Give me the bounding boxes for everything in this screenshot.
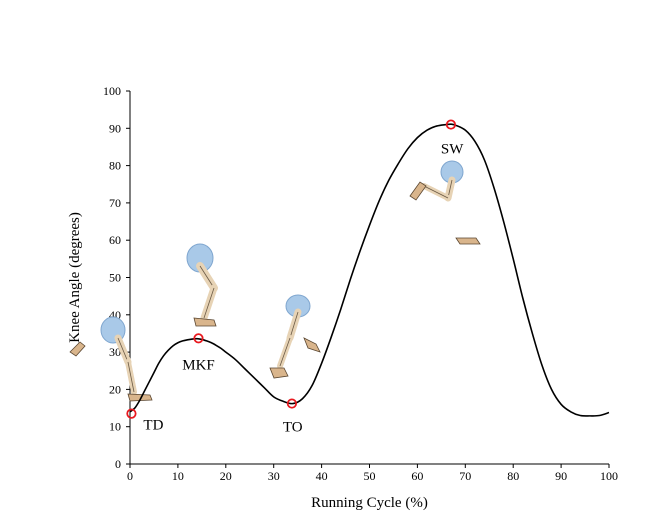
y-tick-label: 70	[109, 196, 121, 210]
y-tick-label: 10	[109, 420, 121, 434]
series-layer	[129, 123, 610, 417]
x-tick-label: 100	[600, 469, 618, 483]
markers-layer	[126, 119, 457, 419]
x-tick-label: 40	[316, 469, 328, 483]
x-tick-label: 20	[220, 469, 232, 483]
sw-marker	[445, 119, 457, 130]
td-leg-illustration	[69, 316, 153, 402]
mkf-label: MKF	[182, 357, 215, 373]
labels-layer: TD MKF TO SW	[143, 142, 464, 436]
y-tick-label: 50	[109, 271, 121, 285]
y-tick-label: 80	[109, 159, 121, 173]
x-axis-title: Running Cycle (%)	[311, 495, 428, 511]
x-tick-label: 50	[364, 469, 376, 483]
y-tick-label: 0	[115, 457, 121, 471]
sw-label: SW	[441, 142, 464, 158]
td-marker	[126, 408, 137, 419]
y-tick-label: 100	[103, 84, 121, 98]
td-label: TD	[143, 418, 163, 434]
y-axis-title: Knee Angle (degrees)	[67, 212, 83, 343]
to-label: TO	[283, 420, 303, 436]
mkf-leg-illustration	[186, 243, 218, 327]
y-tick-label: 20	[109, 382, 121, 396]
y-tick-label: 30	[109, 345, 121, 359]
to-marker	[286, 398, 298, 409]
x-tick-label: 70	[459, 469, 471, 483]
y-tick-label: 60	[109, 233, 121, 247]
x-tick-label: 60	[411, 469, 423, 483]
sw-leg-illustration	[409, 160, 481, 245]
x-tick-label: 80	[507, 469, 519, 483]
series-line-knee-angle	[129, 123, 610, 417]
leg-illustrations	[69, 160, 481, 402]
to-leg-illustration	[269, 294, 321, 379]
x-tick-label: 10	[172, 469, 184, 483]
x-tick-label: 0	[127, 469, 133, 483]
x-tick-label: 30	[268, 469, 280, 483]
mkf-marker	[193, 333, 204, 344]
y-tick-label: 90	[109, 121, 121, 135]
x-tick-label: 90	[555, 469, 567, 483]
